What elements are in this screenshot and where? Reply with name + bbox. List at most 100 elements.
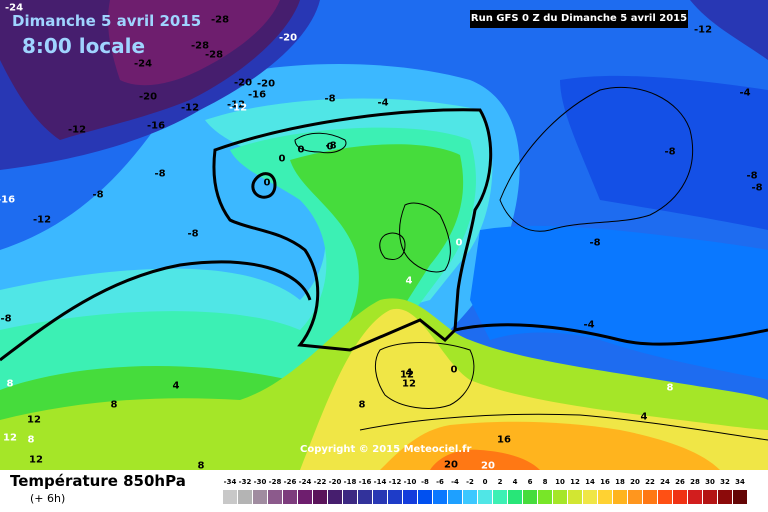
legend-tick-label: -8 <box>421 478 429 486</box>
legend-tick-label: -20 <box>328 478 342 486</box>
legend-tick-label: 30 <box>705 478 715 486</box>
isotherm-label: -24 <box>4 2 24 14</box>
zero-isotherm-south <box>0 260 768 362</box>
isotherm-label: 0 <box>263 177 271 189</box>
legend-color-swatch <box>223 490 237 504</box>
model-run-label: Run GFS 0 Z du Dimanche 5 avril 2015 <box>470 10 688 28</box>
isotherm-label: -12 <box>693 24 713 36</box>
isotherm-label: 12 <box>400 369 414 381</box>
legend-tick-label: -28 <box>268 478 282 486</box>
coastline-iberia <box>374 342 475 409</box>
isotherm-label: -8 <box>187 228 199 240</box>
isotherm-label: 0 <box>450 364 458 376</box>
coastline-scandinavia <box>499 86 694 232</box>
legend-color-swatch <box>268 490 282 504</box>
isotherm-label: -16 <box>0 194 16 206</box>
legend-tick-label: 22 <box>645 478 655 486</box>
legend-color-swatch <box>733 490 747 504</box>
temperature-map <box>0 0 768 470</box>
legend-tick-label: 20 <box>630 478 640 486</box>
legend-tick-label: 24 <box>660 478 670 486</box>
legend-tick-label: -2 <box>466 478 474 486</box>
isotherm-label: -28 <box>190 40 210 52</box>
isotherm-label: 4 <box>405 367 413 379</box>
legend-color-swatch <box>403 490 417 504</box>
legend-tick-label: 2 <box>497 478 503 486</box>
legend-color-swatch <box>658 490 672 504</box>
isotherm-label: 8 <box>6 378 14 390</box>
legend-color-swatch <box>688 490 702 504</box>
legend-color-swatch <box>583 490 597 504</box>
legend-tick-label: -10 <box>403 478 417 486</box>
isotherm-label: -28 <box>204 49 224 61</box>
legend-tick-label: 12 <box>570 478 580 486</box>
coastline-africa <box>359 413 768 441</box>
color-scale: -34 -32 -30 -28 -26 -24 -22 -20 -18 -16 -14 -12 -10-… <box>223 476 747 506</box>
coastline-britain <box>399 202 451 273</box>
legend-color-swatch <box>328 490 342 504</box>
legend-color-swatch <box>718 490 732 504</box>
zone-minus16-northeast <box>690 0 768 60</box>
legend-color-swatch <box>493 490 507 504</box>
isotherm-label: 8 <box>197 460 205 472</box>
legend-color-swatch <box>463 490 477 504</box>
legend-tick-label: -4 <box>451 478 459 486</box>
isotherm-label: 8 <box>27 434 35 446</box>
legend-color-swatch <box>478 490 492 504</box>
legend-color-swatch <box>283 490 297 504</box>
isotherm-label: -20 <box>256 78 276 90</box>
legend-color-swatch <box>433 490 447 504</box>
legend-color-swatch <box>388 490 402 504</box>
legend-tick-label: 14 <box>585 478 595 486</box>
legend-color-swatch <box>628 490 642 504</box>
legend-color-swatch <box>238 490 252 504</box>
parameter-title: Température 850hPa <box>10 472 186 490</box>
legend-color-swatch <box>538 490 552 504</box>
legend-tick-label: 18 <box>615 478 625 486</box>
isotherm-label: -28 <box>210 14 230 26</box>
forecast-lead: (+ 6h) <box>30 492 66 505</box>
isotherm-label: 0 <box>278 153 286 165</box>
coastline-ireland <box>379 232 406 260</box>
isotherm-label: 0 <box>326 141 334 153</box>
legend-tick-label: -34 <box>223 478 237 486</box>
isotherm-label: -12 <box>228 102 248 114</box>
isotherm-label: -12 <box>67 124 87 136</box>
legend-color-swatch <box>703 490 717 504</box>
legend-tick-label: -12 <box>388 478 402 486</box>
legend-tick-label: 10 <box>555 478 565 486</box>
legend-tick-label: 6 <box>527 478 533 486</box>
copyright-text: Copyright © 2015 Meteociel.fr <box>300 444 472 455</box>
zone-minus12-scandinavia <box>560 75 768 230</box>
isotherm-label: 20 <box>444 459 458 471</box>
forecast-time: 8:00 locale <box>22 34 146 58</box>
isotherm-label: -8 <box>92 189 104 201</box>
legend-color-swatch <box>448 490 462 504</box>
legend-tick-label: -16 <box>358 478 372 486</box>
isotherm-label: 12 <box>27 414 41 426</box>
legend-color-swatch <box>418 490 432 504</box>
isotherm-label: 12 <box>29 454 43 466</box>
zero-isotherm-ring <box>251 172 277 199</box>
legend-color-swatch <box>613 490 627 504</box>
isotherm-label: -8 <box>751 182 763 194</box>
isotherm-label: -24 <box>133 58 153 70</box>
isotherm-label: 12 <box>402 378 416 390</box>
isotherm-label: 8 <box>666 382 674 394</box>
legend-tick-label: 26 <box>675 478 685 486</box>
coastline-iceland <box>294 132 347 154</box>
isotherm-label: -16 <box>146 120 166 132</box>
legend-tick-label: 34 <box>735 478 745 486</box>
legend-tick-label: -6 <box>436 478 444 486</box>
legend-tick-label: -32 <box>238 478 252 486</box>
isotherm-label: 4 <box>172 380 180 392</box>
zone-plus20-south <box>430 449 540 470</box>
legend-tick-label: -30 <box>253 478 267 486</box>
isotherm-label: -8 <box>746 170 758 182</box>
legend-tick-label: -22 <box>313 478 327 486</box>
legend-tick-label: -24 <box>298 478 312 486</box>
legend-tick-label: 0 <box>482 478 488 486</box>
legend-tick-label: 4 <box>512 478 518 486</box>
isotherm-label: -8 <box>324 93 336 105</box>
